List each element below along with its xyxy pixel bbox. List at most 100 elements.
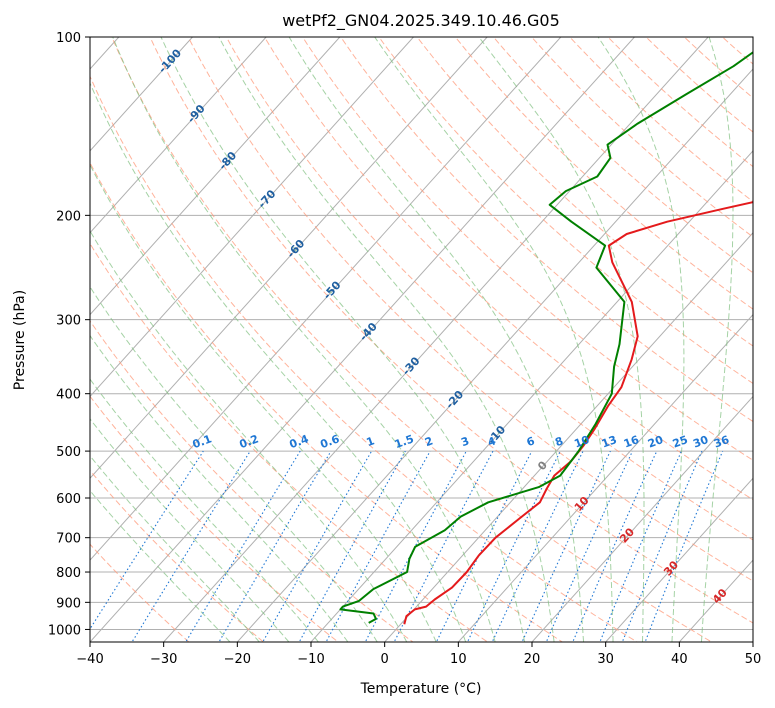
mixing-ratio-line: [90, 450, 204, 630]
moist-adiabat-line: [597, 37, 685, 642]
mixing-ratio-label: 4: [486, 434, 498, 449]
isotherm-line: [90, 37, 193, 152]
y-axis-label: Pressure (hPa): [12, 290, 28, 390]
mixing-ratio-line: [644, 450, 724, 642]
mixing-ratio-label: 0.2: [238, 432, 261, 451]
x-tick-label: 40: [671, 652, 688, 667]
dry-adiabat-line: [416, 37, 753, 347]
dry-adiabat-line: [340, 37, 753, 423]
mixing-ratio-line: [491, 450, 584, 642]
x-tick-label: −30: [150, 652, 177, 667]
moist-adiabat-line: [112, 37, 496, 642]
dry-adiabat-line: [149, 37, 753, 624]
mixing-ratio-label: 13: [600, 433, 619, 450]
dry-adiabat-line: [90, 242, 489, 642]
moist-adiabat-line: [90, 489, 231, 642]
x-tick-label: 50: [745, 652, 762, 667]
dry-adiabat-line: [492, 37, 753, 274]
mixing-ratio-line: [521, 450, 611, 642]
background-lines: [90, 37, 753, 642]
dry-adiabat-line: [90, 320, 414, 642]
dewpoint-line: [339, 51, 753, 624]
mixing-ratio-label: 3: [459, 434, 471, 449]
moist-adiabat-line: [90, 229, 408, 642]
x-tick-label: −40: [76, 652, 103, 667]
dry-adiabat-line: [302, 37, 753, 461]
dry-adiabat-line: [454, 37, 753, 310]
dry-adiabat-line: [225, 37, 753, 541]
moist-adiabat-line: [90, 455, 260, 642]
y-tick-label: 700: [56, 532, 81, 547]
dry-adiabat-line: [569, 37, 753, 203]
dry-adiabat-line: [187, 37, 753, 582]
temperature-line: [403, 201, 753, 625]
y-tick-label: 900: [56, 596, 81, 611]
mixing-ratio-label: 0.4: [288, 432, 311, 451]
moist-adiabat-line: [90, 378, 319, 642]
mixing-ratio-label: 1.5: [393, 432, 416, 451]
x-axis-label: Temperature (°C): [360, 681, 482, 697]
y-tick-label: 400: [56, 388, 81, 403]
isotherm-line: [90, 37, 562, 561]
mixing-ratio-label: 2: [423, 434, 435, 449]
moist-adiabat-line: [160, 37, 526, 642]
isotherm-line: [310, 150, 753, 642]
dry-adiabat-line: [378, 37, 753, 385]
isotherm-line: [90, 37, 267, 234]
series-lines: [339, 51, 753, 625]
y-tick-label: 800: [56, 566, 81, 581]
moist-adiabat-line: [700, 37, 734, 642]
mixing-ratio-line: [364, 450, 467, 642]
isotherm-line: [90, 37, 414, 398]
x-tick-label: −20: [224, 652, 251, 667]
axes: −40 −30 −20 −10 0 10 20 30 40 50 100 200 300 400 500 60…: [48, 31, 761, 667]
y-tick-label: 300: [56, 314, 81, 329]
moist-adiabat-line: [90, 163, 437, 642]
moist-adiabat-line: [218, 37, 555, 642]
mixing-ratio-line: [621, 450, 703, 642]
dry-adiabat-line: [90, 75, 638, 642]
moist-adiabat-line: [288, 37, 585, 642]
moist-adiabat-line: [90, 285, 378, 642]
dry-adiabat-line: [90, 469, 265, 642]
y-tick-label: 200: [56, 209, 81, 224]
mixing-ratio-line: [131, 450, 251, 642]
isotherm-line: [90, 37, 488, 480]
x-tick-label: −10: [297, 652, 324, 667]
moist-adiabat-line: [90, 81, 467, 642]
mixing-ratio-label: 30: [691, 433, 710, 451]
x-tick-label: 10: [450, 652, 467, 667]
chart-title: wetPf2_GN04.2025.349.10.46.G05: [282, 11, 560, 31]
isotherm-line: [236, 68, 753, 642]
mixing-ratio-line: [218, 450, 332, 642]
isotherm-line: [605, 477, 753, 642]
mixing-ratio-label: 10: [572, 433, 591, 451]
mixing-ratio-label: 8: [553, 434, 565, 449]
y-tick-label: 100: [56, 31, 81, 46]
mixing-ratio-label: 25: [671, 433, 690, 450]
isotherm-line: [457, 313, 753, 642]
isotherm-line: [90, 37, 341, 316]
y-tick-label: 600: [56, 492, 81, 507]
moist-adiabat-line: [90, 418, 290, 642]
x-tick-label: 30: [597, 652, 614, 667]
mixing-ratio-label: 1: [365, 434, 377, 449]
mixing-ratio-line: [599, 450, 682, 642]
dry-adiabat-line: [111, 37, 713, 642]
x-tick-label: 0: [381, 652, 389, 667]
mixing-ratio-label: 0.6: [318, 432, 341, 451]
mixing-ratio-label: 0.1: [191, 432, 214, 451]
moist-adiabat-line: [374, 37, 614, 642]
isotherm-line: [531, 395, 753, 642]
moist-adiabat-line: [478, 37, 645, 642]
y-tick-label: 1000: [48, 623, 81, 638]
plot-frame: [89, 36, 754, 643]
mixing-ratio-label: 16: [622, 433, 641, 451]
y-tick-label: 500: [56, 445, 81, 460]
isotherm-line: [90, 37, 635, 642]
x-tick-label: 20: [524, 652, 541, 667]
isotherm-line: [384, 231, 753, 642]
mixing-ratio-label: 20: [646, 433, 665, 451]
